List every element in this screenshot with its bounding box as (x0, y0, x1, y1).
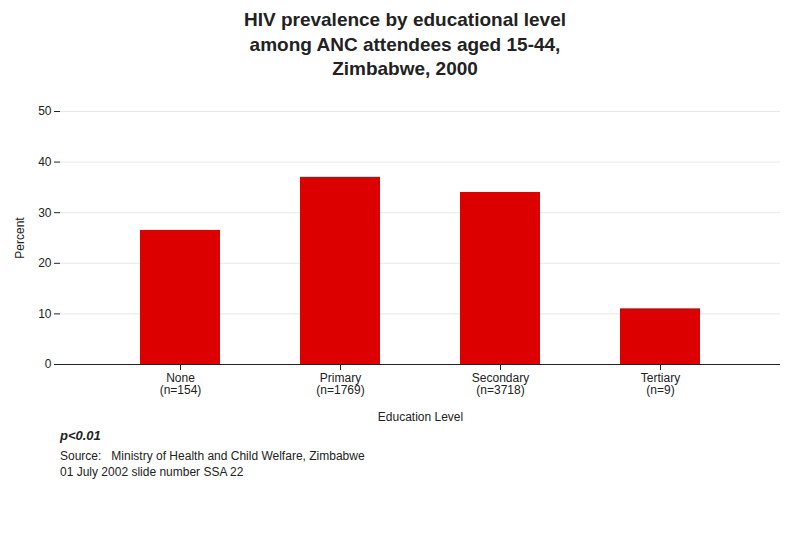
svg-text:Secondary(n=3718): Secondary(n=3718) (472, 371, 529, 397)
svg-text:Primary(n=1769): Primary(n=1769) (316, 371, 364, 397)
svg-text:Percent: Percent (13, 217, 27, 259)
html-text:Source: Ministry of Health and: Source: Ministry of Health and Child Wel… (60, 449, 365, 464)
html-text:01 July 2002 slide number SSA: 01 July 2002 slide number SSA 22 (60, 465, 244, 480)
html-text:p<0.01: p<0.01 (60, 428, 101, 444)
html-text:HIV prevalence by educational: HIV prevalence by educational level amon… (244, 9, 566, 80)
svg-text:Education Level: Education Level (378, 410, 463, 424)
svg-text:Tertiary(n=9): Tertiary(n=9) (641, 371, 680, 397)
svg-text:10: 10 (38, 307, 52, 321)
svg-text:0: 0 (45, 357, 52, 371)
svg-text:None(n=154): None(n=154) (160, 371, 202, 397)
svg-text:30: 30 (38, 206, 52, 220)
svg-text:20: 20 (38, 256, 52, 270)
svg-text:50: 50 (38, 104, 52, 118)
svg-text:40: 40 (38, 155, 52, 169)
